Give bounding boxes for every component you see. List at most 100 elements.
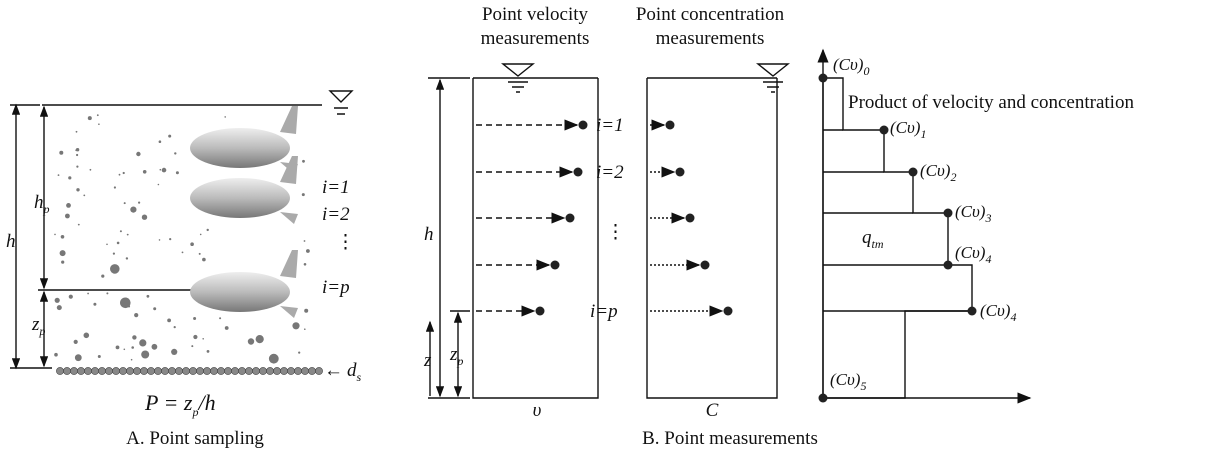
particle — [292, 322, 300, 330]
product-label: (Cυ)1 — [890, 118, 926, 141]
bed-grain — [63, 367, 71, 375]
water-level-symbol — [328, 90, 354, 115]
particle — [106, 243, 108, 246]
product-label: (Cυ)4 — [980, 301, 1016, 324]
particle — [174, 152, 177, 155]
particle — [139, 339, 147, 347]
particle — [199, 233, 202, 236]
measurement-arrows — [476, 119, 733, 317]
sample-label: ⋮ — [606, 222, 625, 243]
particle — [54, 297, 60, 303]
sample-label: i=2 — [322, 204, 350, 225]
particle — [153, 307, 157, 311]
bed-grain — [301, 367, 309, 375]
bed-grain — [91, 367, 99, 375]
particle — [142, 170, 147, 174]
bed-grain — [273, 367, 281, 375]
bed — [56, 367, 323, 375]
zp-label: zp — [31, 314, 45, 338]
particle — [75, 130, 78, 133]
product-base: (Cυ) — [920, 161, 951, 180]
bed-grain — [238, 367, 246, 375]
particle — [83, 332, 90, 339]
particle — [171, 348, 178, 355]
particle — [131, 346, 134, 349]
particle — [173, 326, 176, 329]
concentration-point — [685, 213, 695, 223]
particle — [141, 350, 150, 359]
particle — [157, 183, 160, 186]
bed-grain — [224, 367, 232, 375]
velocity-point — [565, 213, 575, 223]
particle — [146, 294, 150, 298]
bed-grain — [168, 367, 176, 375]
particle — [138, 201, 141, 204]
bed-grain — [105, 367, 113, 375]
particle — [158, 140, 162, 143]
particle — [202, 338, 204, 340]
particle — [224, 326, 229, 330]
particle — [224, 116, 226, 118]
particle — [74, 354, 82, 362]
bed-grain — [175, 367, 183, 375]
particle — [54, 352, 58, 357]
particle — [61, 260, 65, 264]
particle — [161, 167, 167, 173]
bed-grain — [217, 367, 225, 375]
particle — [198, 252, 201, 255]
bed-grain — [210, 367, 218, 375]
particle — [110, 264, 120, 274]
particle — [151, 343, 158, 350]
particle — [247, 338, 255, 345]
particle — [202, 257, 206, 262]
zp-label: zp — [449, 344, 463, 368]
concentration-point — [675, 167, 685, 177]
product-label: (Cυ)0 — [833, 55, 869, 78]
particle — [268, 353, 279, 364]
particle — [77, 223, 80, 226]
particle — [190, 242, 194, 246]
particle — [159, 168, 162, 171]
velocity-point — [578, 120, 588, 130]
product-sub: 5 — [860, 379, 866, 393]
bed-grain — [189, 367, 197, 375]
particle — [141, 214, 148, 220]
velocity-point — [550, 260, 560, 270]
caption: A. Point sampling — [126, 428, 264, 449]
product-base: (Cυ) — [955, 202, 986, 221]
particle — [116, 241, 120, 245]
particle — [193, 317, 197, 320]
particle — [75, 149, 78, 152]
concentration-point — [723, 306, 733, 316]
bed-grain — [231, 367, 239, 375]
particle — [136, 151, 141, 157]
formula: P = zp/h — [144, 390, 216, 419]
bed-grain — [147, 367, 155, 375]
particle — [181, 251, 184, 254]
particle — [89, 168, 92, 171]
sample-label: i=p — [590, 301, 618, 322]
concentration-axis-label: C — [706, 400, 719, 421]
velocity-point — [535, 306, 545, 316]
bed-grain — [266, 367, 274, 375]
particle — [255, 335, 264, 344]
caption: B. Point measurements — [642, 428, 818, 449]
bed-grain — [56, 367, 64, 375]
particle — [134, 313, 139, 318]
particle — [96, 114, 99, 117]
particle — [219, 317, 222, 320]
particle — [57, 174, 60, 177]
particle — [126, 233, 129, 236]
particle — [304, 328, 306, 331]
particle — [97, 355, 101, 358]
concentration-point — [665, 120, 675, 130]
bed-grain — [133, 367, 141, 375]
bed-grain — [161, 367, 169, 375]
product-sub: 3 — [984, 211, 991, 225]
particle — [65, 213, 70, 219]
z-label: z — [423, 350, 432, 371]
sample-label: i=p — [322, 277, 350, 298]
particle — [101, 274, 105, 278]
particle — [54, 233, 56, 236]
bed-grain — [84, 367, 92, 375]
